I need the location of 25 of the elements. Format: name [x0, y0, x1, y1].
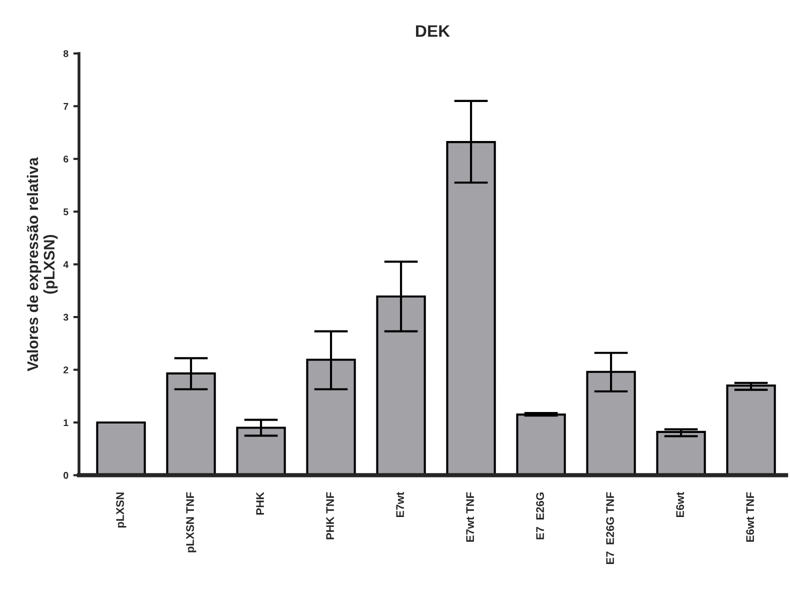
y-tick-label: 3: [63, 314, 68, 321]
x-tick-label: pLXSN TNF: [186, 492, 196, 552]
y-tick-label: 0: [64, 472, 68, 479]
bar: [96, 421, 146, 476]
y-tick-label: 2: [64, 366, 68, 374]
y-tick-label: 1: [64, 419, 68, 426]
y-tick-label: 8: [63, 50, 68, 58]
bar: [726, 384, 776, 476]
y-tick-label: 7: [64, 103, 68, 110]
y-tick-label: 6: [64, 156, 68, 163]
bar: [516, 414, 566, 476]
y-axis-title: Valores de expressão relativa (pLXSN): [26, 157, 58, 372]
x-tick-label: E7wt TNF: [466, 492, 474, 542]
x-tick-label: PHK: [256, 492, 264, 515]
bar: [656, 430, 706, 476]
y-tick-label: 5: [63, 208, 68, 216]
y-tick-label: 4: [63, 261, 69, 268]
x-tick-label: PHK TNF: [326, 492, 334, 540]
x-tick-label: E6wt TNF: [746, 492, 754, 542]
x-tick-label: pLXSN: [116, 492, 126, 528]
x-tick-label: E7wt: [396, 492, 404, 518]
x-tick-label: E7 E26G: [536, 492, 544, 540]
x-tick-label: E6wt: [676, 492, 684, 518]
x-tick-label: E7 E26G TNF: [606, 492, 614, 564]
chart-title: DEK: [416, 25, 450, 37]
